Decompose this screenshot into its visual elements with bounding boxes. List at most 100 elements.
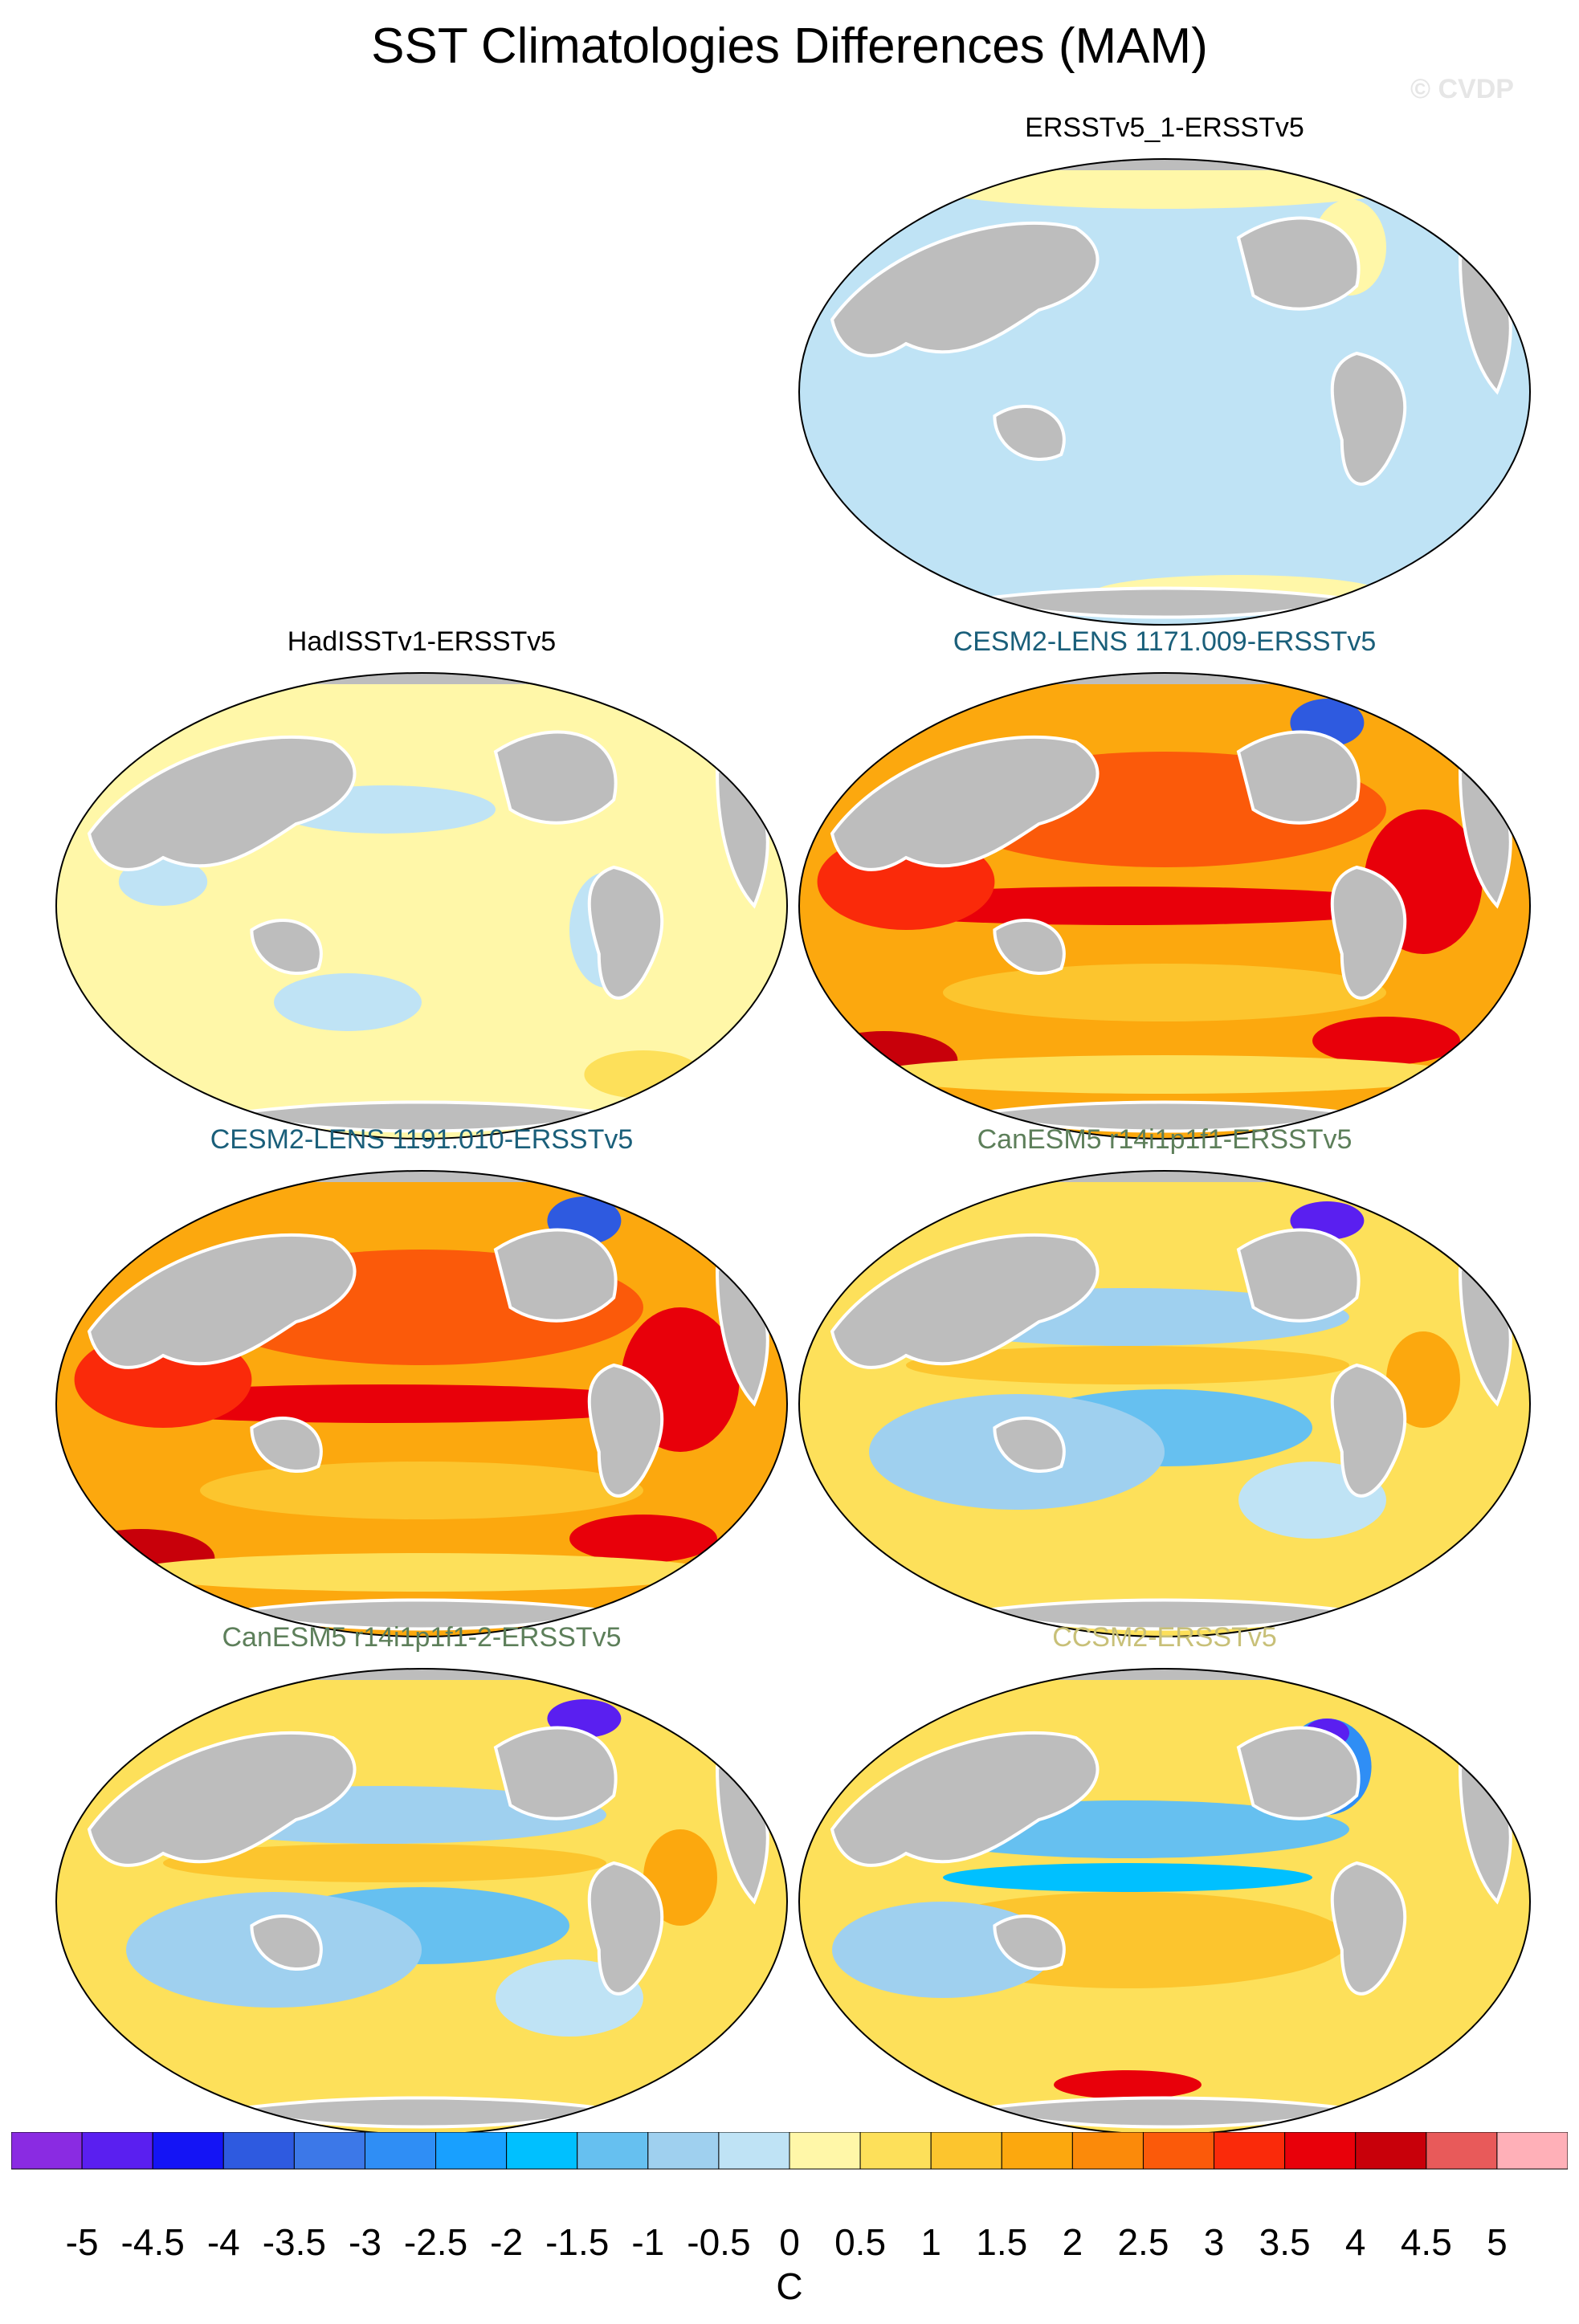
anomaly-region xyxy=(1054,2070,1202,2099)
continent xyxy=(236,2096,607,2129)
panel-title: CCSM2-ERSSTv5 xyxy=(1052,1622,1277,1653)
continent xyxy=(587,865,664,1000)
colorbar-tick-label: -2 xyxy=(490,2221,524,2263)
colorbar-box xyxy=(647,2131,720,2170)
colorbar-box xyxy=(789,2131,861,2170)
anomaly-region xyxy=(943,964,1386,1021)
anomaly-region xyxy=(126,1553,717,1592)
anomaly-region xyxy=(1386,1331,1460,1428)
map-border xyxy=(798,1170,1531,1637)
colorbar xyxy=(10,2131,1569,2175)
continent xyxy=(1236,1228,1361,1323)
colorbar-tick-label: 4 xyxy=(1344,2221,1366,2263)
continent xyxy=(587,1363,664,1498)
continent xyxy=(1236,216,1361,311)
continent xyxy=(1330,1363,1407,1498)
colorbar-tick-label: 2 xyxy=(1062,2221,1083,2263)
colorbar-tick-label: -4 xyxy=(206,2221,240,2263)
continent xyxy=(1330,351,1407,486)
continent xyxy=(250,919,323,975)
continent xyxy=(250,1914,323,1971)
continent xyxy=(830,735,1100,871)
map-border xyxy=(55,672,788,1140)
robinson-map xyxy=(798,672,1531,1140)
arctic-land xyxy=(56,1171,787,1182)
continent xyxy=(493,1228,618,1323)
anomaly-region xyxy=(906,1346,1349,1384)
continent xyxy=(993,1914,1066,1971)
continent xyxy=(993,1417,1066,1473)
colorbar-box xyxy=(293,2131,365,2170)
panel-title: CESM2-LENS 1171.009-ERSSTv5 xyxy=(953,626,1377,657)
continent xyxy=(830,1233,1100,1369)
map-panel-4: CESM2-LENS 1191.010-ERSSTv5 xyxy=(52,1124,791,1646)
colorbar-box xyxy=(364,2131,437,2170)
colorbar-tick-label: 2.5 xyxy=(1117,2221,1169,2263)
colorbar-tick-label: 3.5 xyxy=(1259,2221,1311,2263)
colorbar-box xyxy=(1355,2131,1427,2170)
colorbar-tick-label: -1 xyxy=(631,2221,665,2263)
colorbar-tick-label: -4.5 xyxy=(120,2221,185,2263)
colorbar-tick-label: -1.5 xyxy=(545,2221,610,2263)
anomaly-region xyxy=(274,973,422,1031)
continent xyxy=(493,730,618,825)
continent xyxy=(1236,1726,1361,1820)
anomaly-region xyxy=(1312,1017,1460,1065)
colorbar-tick-label: 0.5 xyxy=(834,2221,887,2263)
robinson-map xyxy=(55,672,788,1140)
anomaly-region xyxy=(200,1462,643,1519)
continent xyxy=(493,1726,618,1820)
arctic-land xyxy=(799,1669,1530,1680)
continent xyxy=(993,405,1066,461)
robinson-map xyxy=(55,1668,788,2135)
figure-title: SST Climatologies Differences (MAM) xyxy=(371,18,1208,74)
colorbar-tick-label: -5 xyxy=(65,2221,99,2263)
continent xyxy=(993,919,1066,975)
arctic-land xyxy=(799,1171,1530,1182)
panel-title: HadISSTv1-ERSSTv5 xyxy=(287,626,557,657)
panel-title: CanESM5 r14i1p1f1-2-ERSSTv5 xyxy=(222,1622,622,1653)
continent xyxy=(1330,1861,1407,1996)
arctic-land xyxy=(56,673,787,684)
anomaly-region xyxy=(943,1863,1312,1892)
anomaly-region xyxy=(569,1515,717,1563)
continent xyxy=(830,221,1100,357)
robinson-map xyxy=(55,1170,788,1637)
panel-title: ERSSTv5_1-ERSSTv5 xyxy=(1025,112,1304,143)
continent xyxy=(87,1233,357,1369)
colorbar-box xyxy=(506,2131,578,2170)
colorbar-box xyxy=(930,2131,1002,2170)
anomaly-region xyxy=(163,1844,606,1882)
colorbar-box xyxy=(81,2131,153,2170)
continent xyxy=(1236,730,1361,825)
colorbar-tick-label: -3.5 xyxy=(262,2221,326,2263)
colorbar-box xyxy=(718,2131,790,2170)
colorbar-box xyxy=(1071,2131,1144,2170)
colorbar-tick-label: -2.5 xyxy=(403,2221,468,2263)
arctic-land xyxy=(799,159,1530,170)
colorbar-box xyxy=(859,2131,932,2170)
map-border xyxy=(798,672,1531,1140)
colorbar-box xyxy=(1142,2131,1215,2170)
continent xyxy=(87,1731,357,1867)
map-panel-5: CanESM5 r14i1p1f1-ERSSTv5 xyxy=(795,1124,1534,1646)
arctic-land xyxy=(56,1669,787,1680)
map-border xyxy=(798,158,1531,626)
map-panel-1: ERSSTv5_1-ERSSTv5 xyxy=(795,112,1534,634)
anomaly-region xyxy=(869,1055,1460,1094)
colorbar-box xyxy=(1214,2131,1286,2170)
colorbar-tick-label: 4.5 xyxy=(1400,2221,1452,2263)
colorbar-tick-label: 5 xyxy=(1487,2221,1508,2263)
watermark: © CVDP xyxy=(1410,74,1514,104)
colorbar-units: C xyxy=(776,2265,803,2307)
robinson-map xyxy=(798,1668,1531,2135)
continent xyxy=(587,1861,664,1996)
colorbar-tick-label: -3 xyxy=(349,2221,381,2263)
panel-title: CanESM5 r14i1p1f1-ERSSTv5 xyxy=(977,1124,1353,1155)
colorbar-box xyxy=(1496,2131,1569,2170)
colorbar-svg xyxy=(10,2131,1569,2170)
continent xyxy=(250,1417,323,1473)
anomaly-region xyxy=(643,1829,717,1926)
map-border xyxy=(55,1170,788,1637)
colorbar-box xyxy=(1001,2131,1073,2170)
